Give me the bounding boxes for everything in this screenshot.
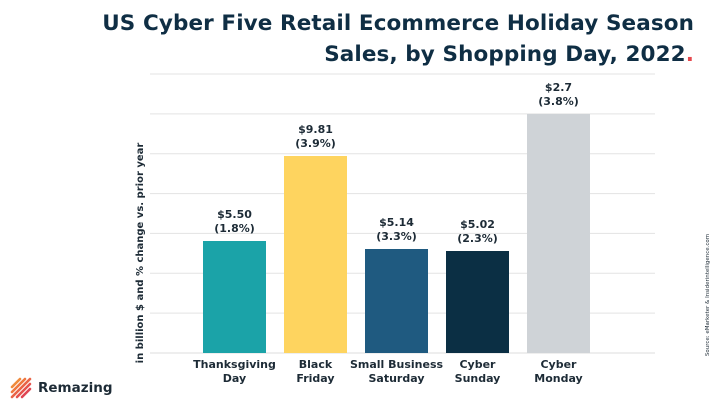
x-tick-label-line-1: Small Business [350, 358, 444, 371]
bar-5 [527, 114, 590, 353]
chart-title-line-2-text: Sales, by Shopping Day, 2022 [324, 42, 686, 67]
x-tick-label-line-1: Cyber [540, 358, 577, 371]
bar-change-label: (1.8%) [214, 222, 255, 235]
source-note: Source: eMarketer & Insiderintelligence.… [705, 234, 711, 356]
x-tick-label-line-1: Black [299, 358, 333, 371]
bar-change-label: (3.9%) [295, 137, 336, 150]
bar-change-label: (2.3%) [457, 232, 498, 245]
x-tick-label-line-2: Day [223, 372, 246, 385]
title-accent-dot: . [685, 42, 694, 67]
x-tick-label-line-1: Cyber [459, 358, 496, 371]
bar-4 [446, 251, 509, 353]
bar-value-label: $2.7 [545, 81, 572, 94]
x-tick-label-line-2: Saturday [369, 372, 425, 385]
brand-logo: Remazing [10, 377, 113, 399]
bar-2 [284, 156, 347, 353]
x-tick-label-line-2: Friday [296, 372, 334, 385]
bar-change-label: (3.8%) [538, 95, 579, 108]
remazing-stripes-icon [10, 377, 32, 399]
chart-title-line-1: US Cyber Five Retail Ecommerce Holiday S… [102, 11, 694, 36]
bar-value-label: $5.14 [379, 216, 414, 229]
bar-3 [365, 249, 428, 353]
x-tick-label-line-2: Monday [534, 372, 582, 385]
chart-title-line-2: Sales, by Shopping Day, 2022. [94, 39, 694, 70]
x-tick-label-line-1: Thanksgiving [193, 358, 276, 371]
bar-value-label: $9.81 [298, 123, 333, 136]
x-tick-label-line-2: Sunday [455, 372, 501, 385]
chart-title: US Cyber Five Retail Ecommerce Holiday S… [94, 8, 694, 70]
brand-name: Remazing [38, 380, 113, 396]
bar-1 [203, 241, 266, 353]
bar-value-label: $5.50 [217, 208, 252, 221]
bar-value-label: $5.02 [460, 218, 495, 231]
y-axis-label: in billion $ and % change vs. prior year [135, 143, 146, 364]
bar-change-label: (3.3%) [376, 230, 417, 243]
